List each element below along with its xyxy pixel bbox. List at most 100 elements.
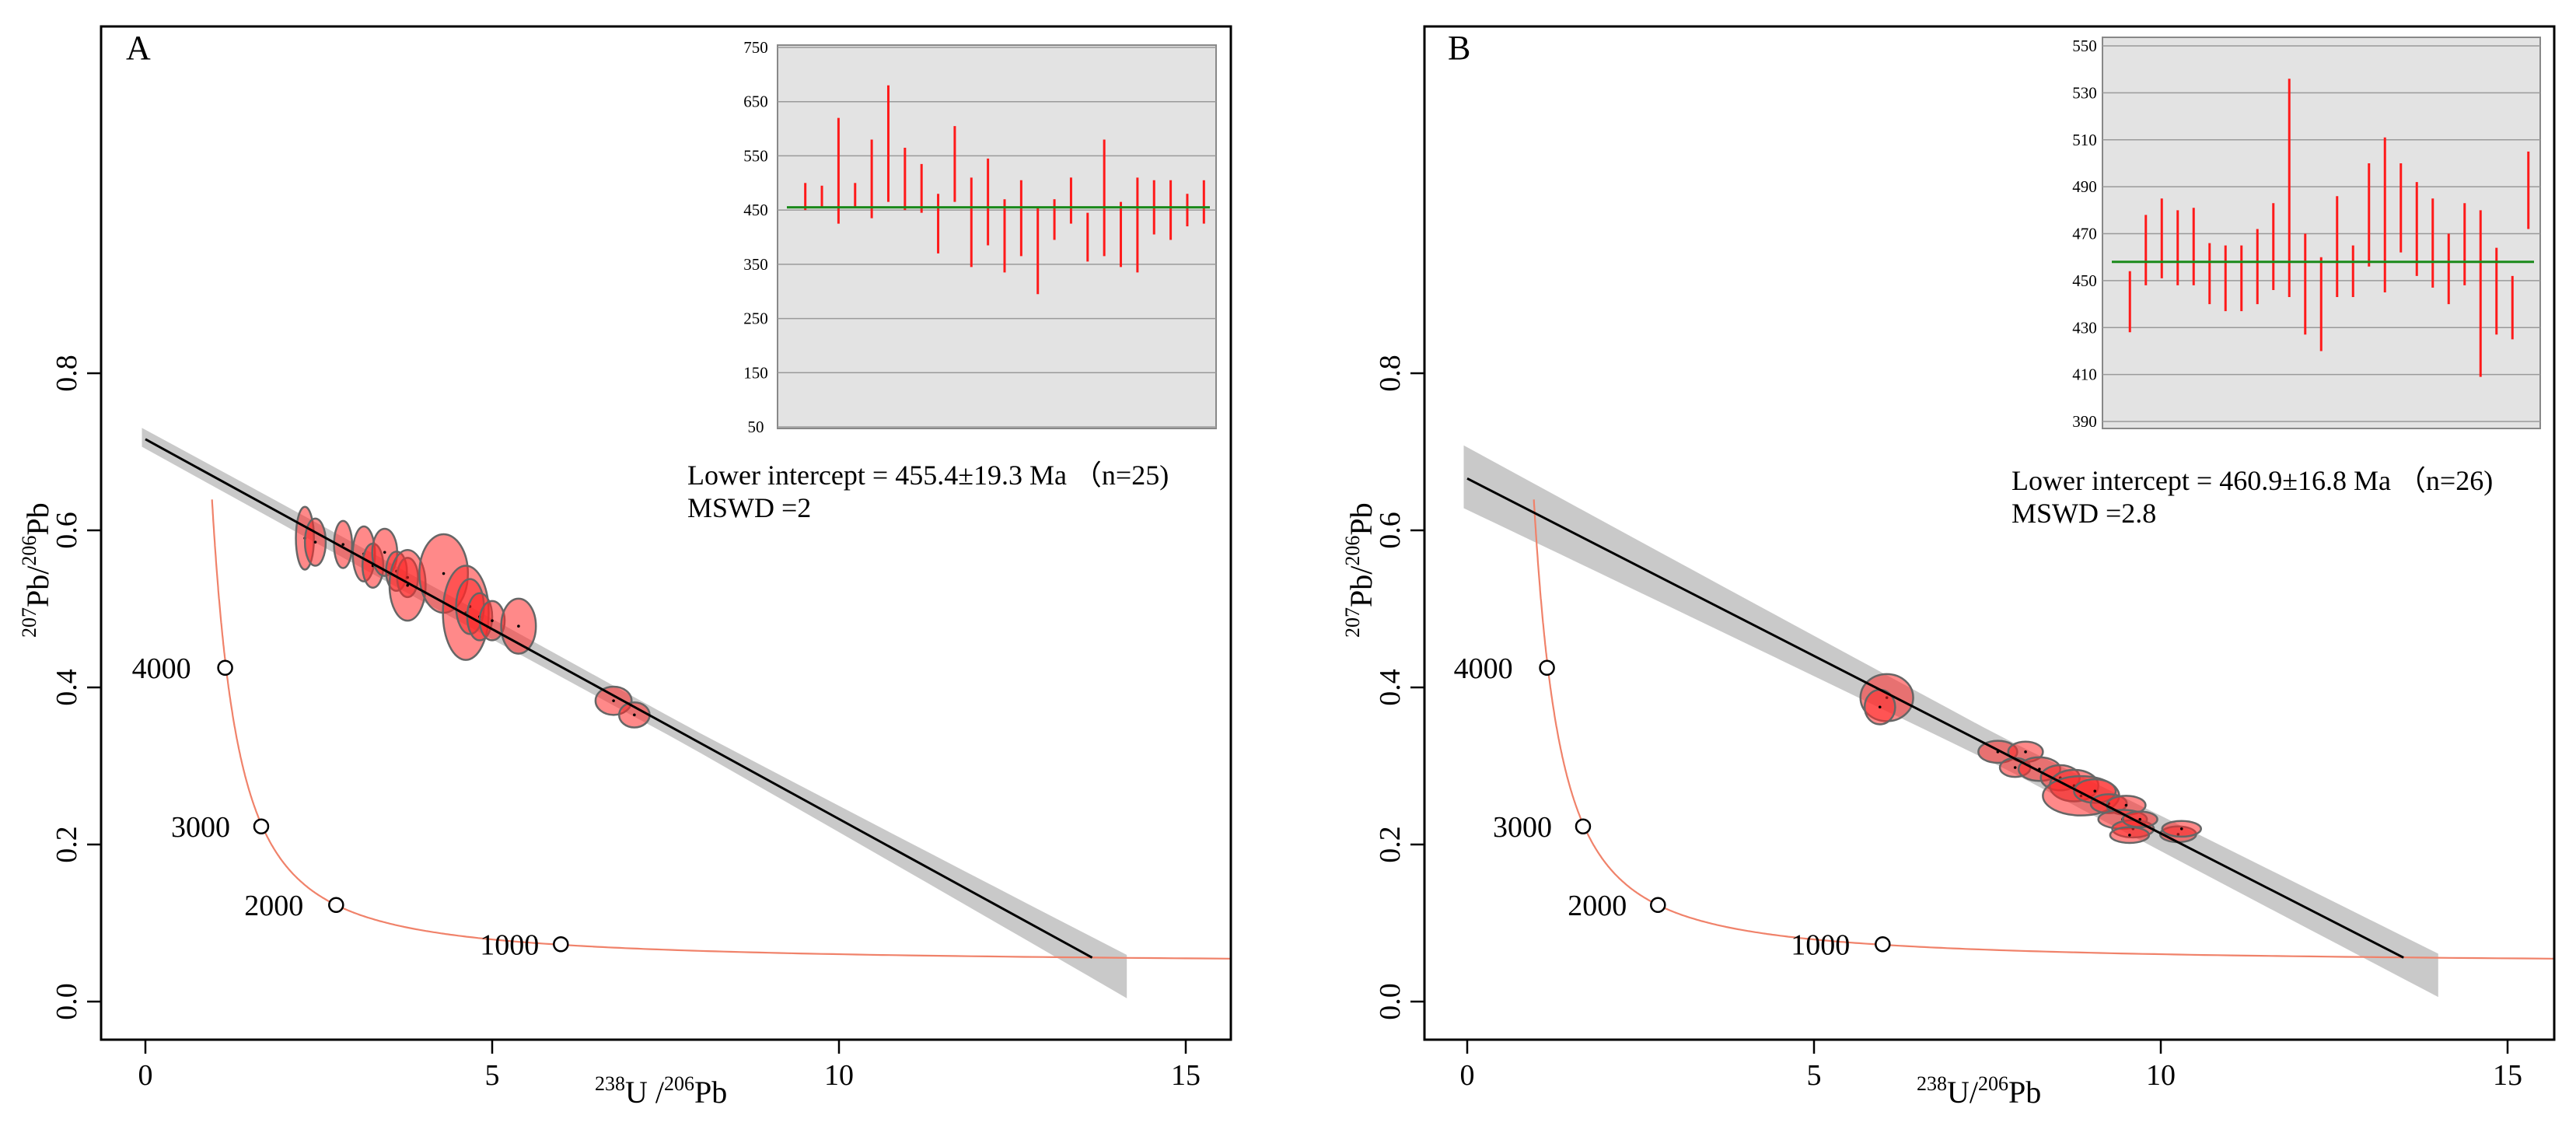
x-axis-label-sup1: 238 — [1917, 1072, 1947, 1095]
mswd-text: MSWD =2 — [687, 492, 811, 523]
inset-y-tick-label: 50 — [748, 418, 764, 436]
ellipse-group — [1859, 673, 2202, 844]
panel-label: B — [1448, 29, 1470, 67]
inset-y-tick-label: 250 — [743, 309, 768, 328]
inset-y-tick-label: 550 — [743, 146, 768, 165]
y-axis-label: 207Pb/206Pb — [1341, 502, 1379, 638]
x-axis-label-main1: U / — [625, 1075, 665, 1110]
inset-chart: 750 650 550 450 350 250 150 50 — [743, 38, 1217, 436]
ellipse-center-dot — [2013, 766, 2017, 769]
x-tick-label: 0 — [138, 1059, 153, 1092]
concordia-age-label: 1000 — [480, 928, 539, 961]
ellipse-center-dot — [2179, 827, 2183, 831]
ellipse-center-dot — [442, 572, 446, 575]
y-axis-label-sup2: 206 — [18, 536, 40, 566]
ellipse-center-dot — [2024, 750, 2027, 754]
regression-line — [1466, 477, 2404, 959]
ellipse-center-dot — [406, 583, 409, 587]
y-tick-label: 0.8 — [1374, 355, 1407, 392]
ellipse-center-dot — [1878, 705, 1882, 709]
inset-y-tick-label: 390 — [2072, 412, 2097, 431]
ellipse-center-dot — [633, 713, 636, 717]
inset-y-tick-label: 470 — [2072, 225, 2097, 243]
x-axis-label-main2: Pb — [694, 1075, 727, 1110]
regression-band-group — [1463, 445, 2438, 998]
lower-intercept-text: Lower intercept = 455.4±19.3 Ma （n=25) — [687, 460, 1169, 491]
y-tick-label: 0.2 — [51, 826, 83, 863]
y-tick-label: 0.0 — [51, 983, 83, 1020]
inset-y-tick-label: 490 — [2072, 177, 2097, 196]
concordia-age-label: 4000 — [132, 652, 191, 685]
plot-frame — [1423, 25, 2556, 1041]
inset-y-tick-label: 350 — [743, 255, 768, 274]
x-axis-label-sup2: 206 — [1978, 1072, 2008, 1095]
ellipse-center-dot — [2093, 789, 2097, 793]
inset-y-tick-label: 650 — [743, 93, 768, 111]
ellipse-center-dot — [313, 540, 317, 544]
panel-a: 1000 2000 3000 4000 0 5 10 15 0.0 0.2 0.4 0.6 0.8 7… — [18, 25, 1232, 1110]
y-axis-label-sup1: 207 — [1341, 607, 1364, 638]
concordia-curve — [211, 499, 1231, 960]
x-axis-label-main1: U/ — [1947, 1075, 1979, 1110]
x-axis-label-sup2: 206 — [664, 1072, 694, 1095]
concordia-age-marker — [217, 659, 233, 676]
x-tick-label: 5 — [485, 1059, 500, 1092]
concordia-age-label: 4000 — [1454, 652, 1513, 685]
concordia-curve — [1533, 499, 2554, 960]
panel-label: A — [126, 29, 151, 67]
x-tick-label: 5 — [1807, 1059, 1822, 1092]
x-tick-label: 15 — [2493, 1059, 2522, 1092]
concordia-age-label: 2000 — [1568, 890, 1627, 922]
inset-y-tick-label: 530 — [2072, 83, 2097, 102]
y-axis-label-main2: Pb — [1344, 502, 1379, 535]
mswd-text: MSWD =2.8 — [2012, 498, 2156, 529]
ellipse-center-dot — [383, 551, 386, 554]
inset-y-tick-label: 410 — [2072, 365, 2097, 384]
y-axis-label: 207Pb/206Pb — [18, 502, 55, 638]
y-tick-label: 0.2 — [1374, 826, 1407, 863]
regression-line-group — [1466, 477, 2404, 959]
concordia-point-group: 1000 2000 3000 4000 — [1454, 652, 1891, 961]
concordia-age-label: 2000 — [244, 890, 303, 922]
concordia-curve-group — [1533, 499, 2554, 960]
inset-background — [2102, 37, 2541, 429]
concordia-age-label: 3000 — [171, 811, 230, 844]
x-axis-label: 238U /206Pb — [595, 1072, 727, 1110]
concordia-age-marker — [253, 818, 270, 835]
y-tick-label: 0.0 — [1374, 983, 1407, 1020]
inset-y-tick-label: 450 — [743, 201, 768, 219]
x-tick-label: 0 — [1460, 1059, 1475, 1092]
inset-y-tick-label: 430 — [2072, 318, 2097, 337]
y-axis-label-sup1: 207 — [18, 607, 40, 638]
inset-background — [777, 44, 1217, 429]
ellipse-center-dot — [491, 619, 494, 622]
y-tick-label: 0.8 — [51, 355, 83, 392]
x-tick-label: 10 — [2146, 1059, 2176, 1092]
ellipse-center-dot — [2124, 803, 2128, 807]
y-tick-label: 0.6 — [1374, 512, 1407, 549]
x-axis-label-main2: Pb — [2008, 1075, 2041, 1110]
ellipse-center-dot — [341, 543, 345, 546]
concordia-point-group: 1000 2000 3000 4000 — [132, 652, 569, 961]
regression-line — [145, 438, 1093, 959]
inset-y-tick-label: 510 — [2072, 131, 2097, 149]
x-tick-label: 10 — [824, 1059, 854, 1092]
regression-line-group — [145, 438, 1093, 959]
axes-group: 0 5 10 150.00.20.40.60.8 — [1374, 25, 2556, 1092]
concordia-curve-group — [211, 499, 1231, 960]
ellipse-center-dot — [2128, 834, 2131, 837]
y-tick-label: 0.4 — [51, 669, 83, 706]
concordia-age-label: 3000 — [1493, 811, 1552, 844]
concordia-age-label: 1000 — [1791, 928, 1850, 961]
concordia-age-marker — [553, 936, 569, 953]
ellipse-center-dot — [517, 624, 520, 628]
x-axis-label-sup1: 238 — [595, 1072, 625, 1095]
ellipse-center-dot — [612, 699, 615, 702]
inset-y-tick-label: 450 — [2072, 271, 2097, 290]
concordia-age-marker — [328, 897, 344, 914]
concordia-age-marker — [1539, 659, 1555, 676]
x-axis-label: 238U/206Pb — [1917, 1072, 2041, 1110]
inset-y-tick-label: 750 — [743, 38, 768, 57]
